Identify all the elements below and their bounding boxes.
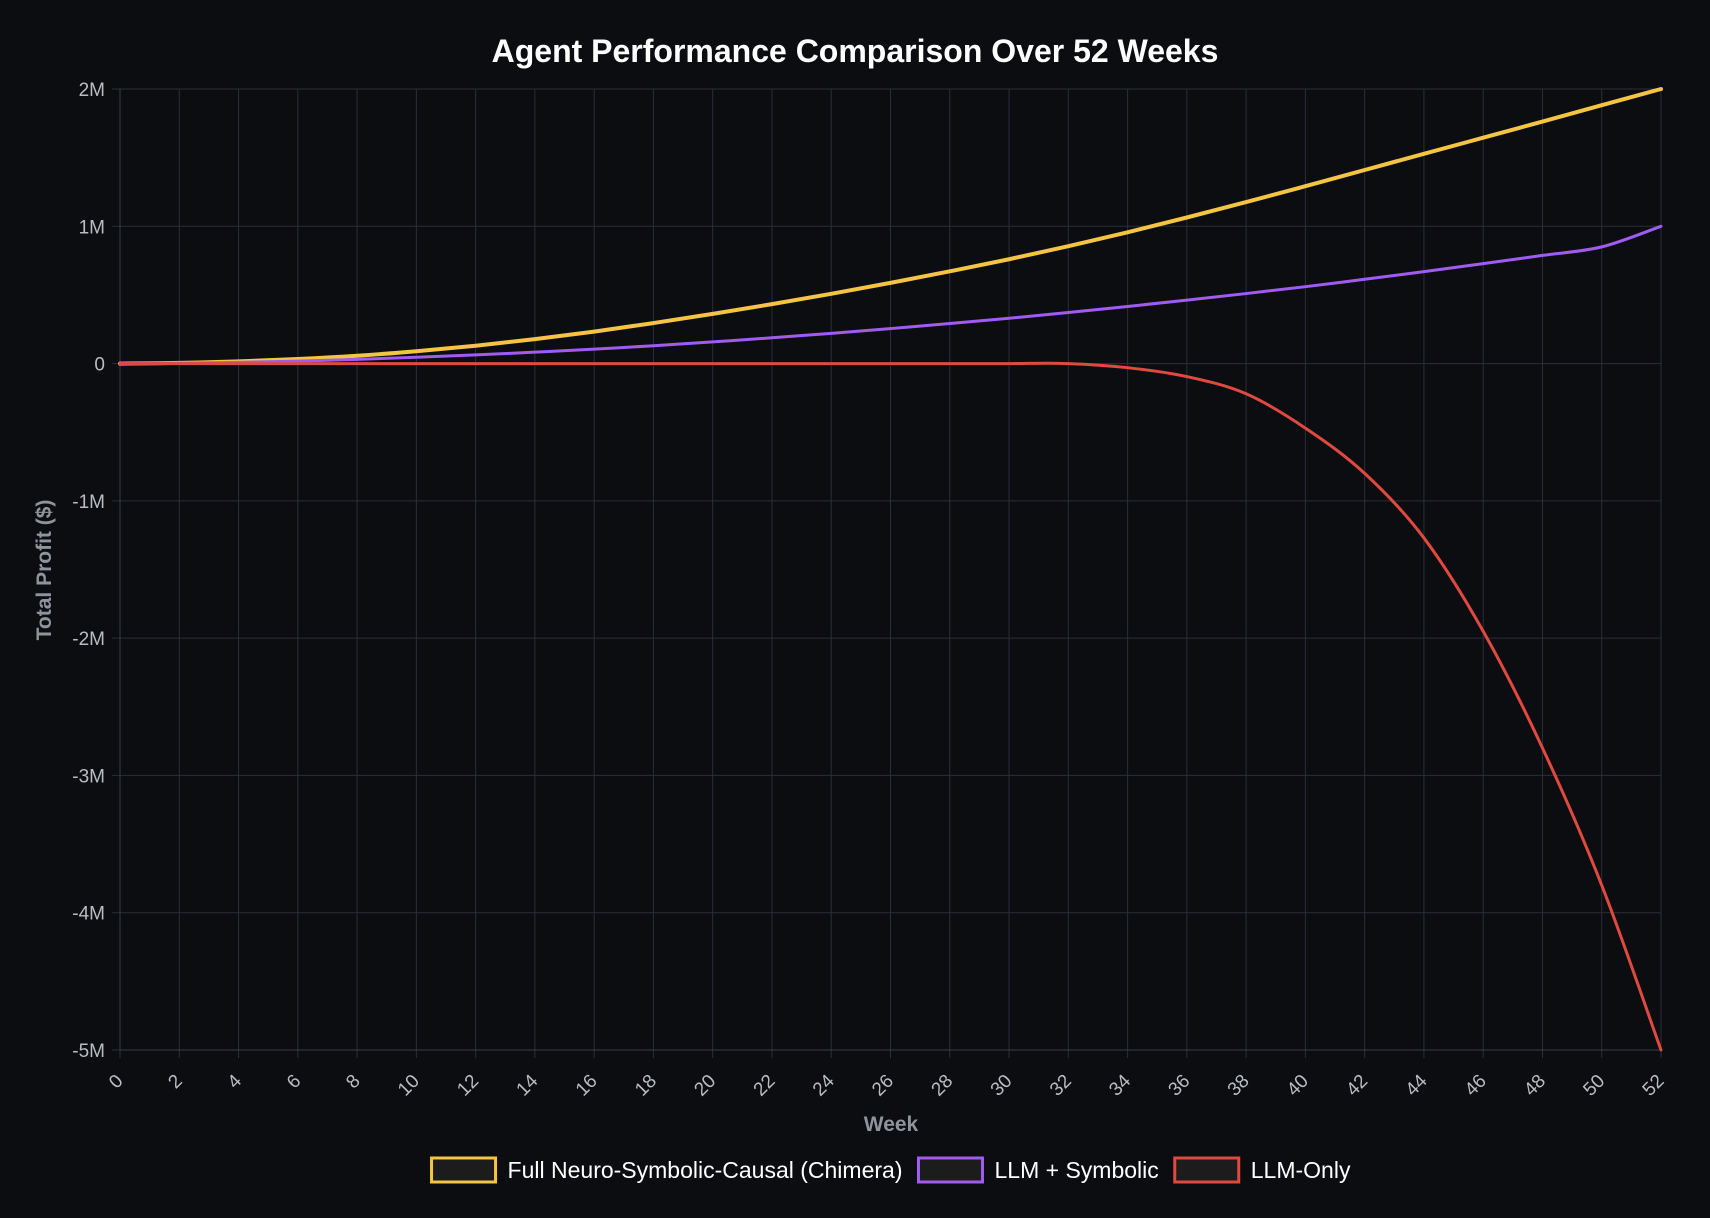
grid [112,88,1662,1058]
x-tick-label: 32 [1046,1071,1076,1101]
x-tick-label: 24 [809,1070,839,1100]
legend: Full Neuro-Symbolic-Causal (Chimera) LLM … [430,1156,1351,1184]
x-tick-label: 26 [868,1071,898,1101]
x-tick-label: 48 [1520,1071,1550,1101]
x-tick-label: 20 [690,1071,720,1101]
x-tick-label: 30 [987,1071,1017,1101]
x-tick-label: 14 [513,1070,543,1100]
legend-swatch [1173,1156,1241,1184]
x-tick-label: 34 [1105,1070,1135,1100]
x-tick-label: 8 [342,1071,364,1093]
y-tick-label: 2M [79,80,105,101]
series-line-0 [118,87,1663,366]
x-tick-label: 38 [1224,1071,1254,1101]
legend-label: LLM + Symbolic [994,1157,1158,1183]
x-tick-label: 4 [224,1070,247,1093]
y-axis-ticks: 2M 1M 0 -1M -2M -3M -4M -5M [72,80,105,1062]
x-tick-label: 44 [1402,1070,1432,1100]
legend-item-2[interactable]: LLM-Only [1173,1156,1351,1184]
y-tick-label: 0 [94,355,105,376]
x-tick-label: 28 [928,1071,958,1101]
series-lines [118,87,1663,1052]
x-tick-label: 52 [1639,1071,1669,1101]
y-tick-label: -5M [72,1041,105,1062]
legend-item-1[interactable]: LLM + Symbolic [916,1156,1159,1184]
x-tick-label: 42 [1342,1071,1372,1101]
legend-label: LLM-Only [1251,1157,1351,1183]
x-axis-title: Week [864,1113,919,1136]
x-tick-label: 36 [1165,1071,1195,1101]
x-tick-label: 16 [572,1071,602,1101]
x-tick-label: 10 [394,1071,424,1101]
y-axis-title: Total Profit ($) [33,500,56,641]
x-tick-label: 18 [631,1071,661,1101]
legend-swatch [916,1156,984,1184]
series-line-1 [118,224,1663,366]
y-tick-label: -4M [72,904,105,925]
x-tick-label: 2 [164,1071,186,1093]
x-tick-label: 46 [1461,1071,1491,1101]
legend-label: Full Neuro-Symbolic-Causal (Chimera) [508,1157,903,1183]
chart-title: Agent Performance Comparison Over 52 Wee… [492,33,1219,69]
x-tick-label: 12 [453,1071,483,1101]
x-tick-label: 0 [105,1071,127,1093]
x-tick-label: 6 [283,1071,305,1093]
x-tick-label: 50 [1579,1071,1609,1101]
y-tick-label: 1M [79,217,105,238]
y-tick-label: -2M [72,629,105,650]
x-tick-label: 22 [750,1071,780,1101]
y-tick-label: -3M [72,766,105,787]
legend-item-0[interactable]: Full Neuro-Symbolic-Causal (Chimera) [430,1156,903,1184]
y-tick-label: -1M [72,492,105,513]
x-axis-ticks: 0 2 4 6 8 10 12 14 16 18 20 22 24 26 28 30 32 34 36 38 40 42 4… [105,1070,1668,1100]
x-tick-label: 40 [1283,1071,1313,1101]
legend-swatch [430,1156,498,1184]
series-line-2 [118,361,1663,1052]
